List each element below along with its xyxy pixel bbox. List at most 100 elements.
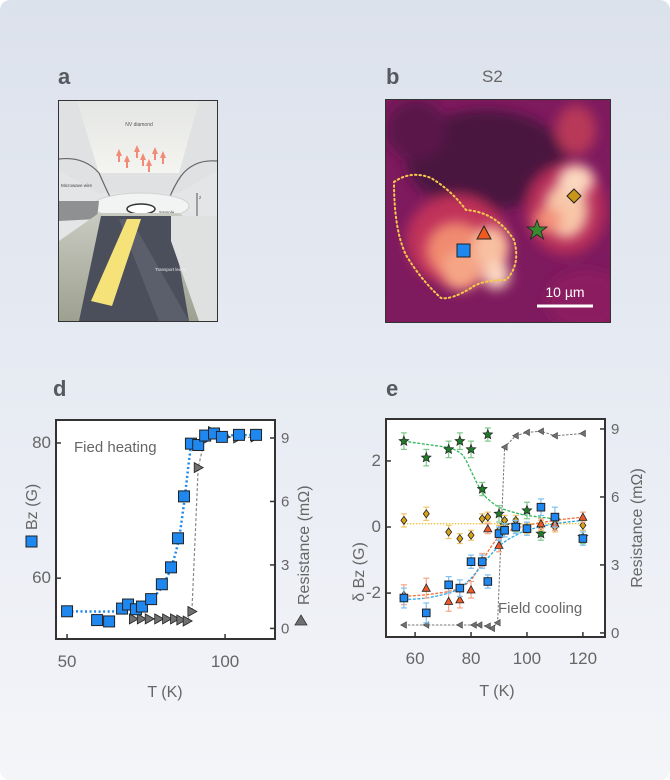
resistance-point <box>511 432 519 440</box>
triangle-point <box>494 540 504 549</box>
triangle-point <box>536 518 546 528</box>
left-pad <box>59 201 99 221</box>
bz-point <box>155 578 168 591</box>
chart-d-axes: 50 100 60 80 0 3 6 9 <box>32 430 289 671</box>
right-block <box>171 216 217 321</box>
x-tick-label: 60 <box>406 649 425 668</box>
chart-e-ylabel-left: δ Bz (G) <box>351 542 368 602</box>
scale-bar-label: 10 µm <box>545 284 584 300</box>
resistance-point <box>176 614 187 626</box>
x-tick-label: 100 <box>211 652 239 671</box>
star-point <box>420 451 432 463</box>
y-right-tick-label: 6 <box>611 489 619 506</box>
y-right-tick-label: 3 <box>281 557 289 574</box>
bz-point <box>177 490 190 503</box>
chart-d-xlabel: T (K) <box>147 684 182 701</box>
transport-leads-label: Transport leads <box>155 267 187 272</box>
chart-e: 60 80 100 120 -2 0 2 0 3 6 9 Field cooling T (K) δ… <box>351 418 646 700</box>
chart-e-axes: 60 80 100 120 -2 0 2 0 3 6 9 <box>366 421 619 668</box>
lead-right <box>119 219 189 321</box>
y-right-tick-label: 6 <box>281 493 289 510</box>
experimental-setup-illustration: NV diamond Microwave wire Sample z <box>58 100 218 322</box>
square-point <box>399 593 409 603</box>
resistance-point <box>136 613 148 625</box>
square-point <box>466 557 476 566</box>
chart-e-xlabel: T (K) <box>479 683 514 700</box>
panel-label-b: b <box>386 64 400 89</box>
z-axis-label: z <box>199 195 202 200</box>
y-left-tick-label: 60 <box>32 568 51 587</box>
square-point <box>522 524 532 533</box>
star-point <box>493 507 505 519</box>
diamond-point <box>400 515 408 526</box>
bz-point <box>232 428 245 441</box>
star-point <box>476 483 488 494</box>
diamond-point <box>579 520 587 531</box>
heatmap-hotspots <box>426 165 594 290</box>
chart-d-left-legend-square-icon <box>25 535 38 548</box>
star-point <box>454 435 466 446</box>
resistance-point <box>475 621 483 629</box>
sample-title: S2 <box>482 67 503 86</box>
y-right-tick-label: 9 <box>611 421 619 438</box>
nv-diamond <box>77 101 199 173</box>
nv-spin-arrows <box>116 145 166 172</box>
bz-point <box>61 605 74 618</box>
star-marker <box>525 218 549 241</box>
setup-diagram: NV diamond Microwave wire Sample z <box>59 101 217 321</box>
chart-e-ylabel-right: Resistance (mΩ) <box>629 468 646 588</box>
resistance-point <box>488 624 495 633</box>
sample-label: Sample <box>159 210 175 215</box>
diamond-point <box>445 527 453 537</box>
diamond-point <box>422 509 430 519</box>
y-left-tick-label: 0 <box>372 517 381 536</box>
square-point <box>477 557 487 566</box>
resistance-point <box>523 428 530 437</box>
x-tick-label: 100 <box>513 649 541 668</box>
resistance-point <box>144 613 156 625</box>
square-point <box>536 502 546 512</box>
star-point <box>521 504 533 516</box>
diamond-marker <box>566 188 582 204</box>
star-point <box>465 443 477 455</box>
square-point <box>500 526 509 535</box>
chart-d-plot-area <box>55 419 276 640</box>
chart-e-plot-area <box>385 418 606 638</box>
panel-label-e: e <box>386 376 399 401</box>
star-point <box>535 527 547 539</box>
nv-diamond-label: NV diamond <box>125 122 153 128</box>
triangle-marker <box>476 224 492 240</box>
x-tick-label: 120 <box>569 649 597 668</box>
y-right-tick-label: 3 <box>611 557 619 574</box>
chart-d-marks <box>61 425 263 628</box>
star-point <box>482 428 494 440</box>
chart-d-annotation: Fied heating <box>74 439 157 456</box>
bz-point <box>250 428 263 441</box>
bz-point <box>215 430 228 443</box>
triangle-point <box>483 523 493 533</box>
resistance-point <box>187 605 198 618</box>
triangle-point <box>455 594 465 604</box>
resistance-point <box>493 619 501 627</box>
star-point <box>398 435 410 446</box>
yellow-lead <box>91 219 141 306</box>
triangle-point <box>578 512 588 521</box>
diamond-point <box>456 533 464 544</box>
bz-point <box>135 600 148 613</box>
magnetic-field-map: 10 µm <box>385 99 611 323</box>
square-point <box>578 534 588 543</box>
y-right-tick-label: 0 <box>611 625 619 642</box>
y-left-tick-label: -2 <box>366 583 381 602</box>
resistance-point <box>129 613 140 625</box>
y-left-tick-label: 2 <box>372 451 381 470</box>
bz-point <box>165 561 178 574</box>
chart-e-annotation: Field cooling <box>498 600 582 617</box>
resistance-point <box>170 613 181 625</box>
square-point <box>421 608 431 618</box>
resistance-point <box>154 613 165 625</box>
y-right-tick-label: 0 <box>281 620 289 637</box>
resistance-point <box>400 621 407 629</box>
